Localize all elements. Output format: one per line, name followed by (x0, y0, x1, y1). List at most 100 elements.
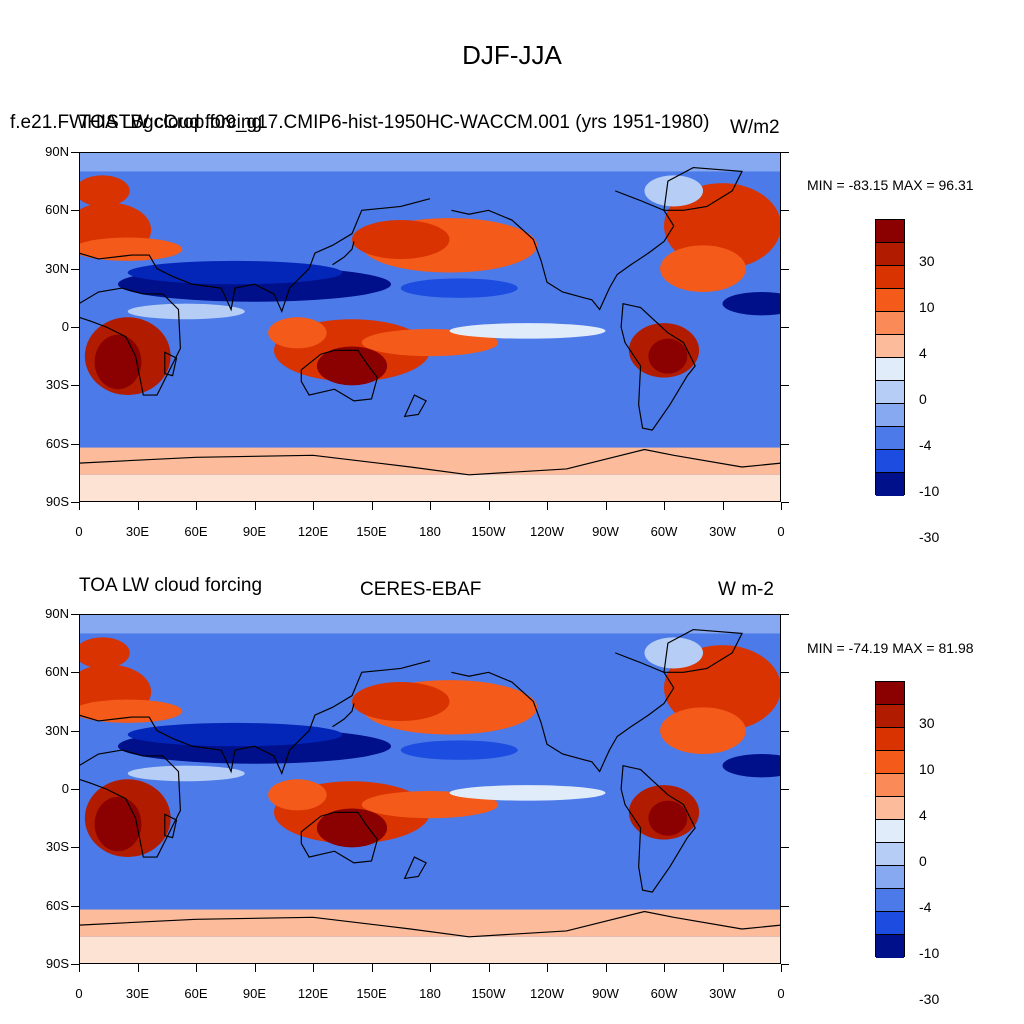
colorbar-label: 0 (919, 853, 927, 869)
colorbar-swatch (876, 289, 904, 312)
colorbar-label: -4 (919, 899, 932, 915)
min-max-label: MIN = -83.15 MAX = 96.31 (807, 177, 974, 193)
lon-tick-mark (254, 502, 256, 510)
lon-tick-label: 150E (356, 524, 387, 539)
lon-tick-label: 60W (650, 986, 678, 1001)
forcing-region (361, 328, 499, 357)
lat-tick-mark (781, 385, 789, 387)
lon-tick-label: 120E (297, 524, 329, 539)
forcing-region (79, 447, 781, 475)
coast-new-zealand (403, 394, 427, 418)
lon-tick-label: 60E (184, 986, 208, 1001)
forcing-region (79, 237, 183, 261)
lat-tick-label: 90S (45, 956, 69, 971)
colorbar-swatch (876, 450, 904, 473)
lon-tick-label: 120W (530, 524, 564, 539)
colorbar-swatch (876, 427, 904, 450)
forcing-region (660, 707, 746, 754)
lat-tick-label: 60S (45, 897, 69, 913)
lat-tick-mark (71, 152, 79, 153)
coast-south-america (620, 764, 696, 893)
lon-tick-mark (605, 964, 607, 972)
lon-tick-label: 120E (297, 986, 329, 1001)
forcing-regions (79, 152, 781, 502)
forcing-region (79, 408, 781, 440)
lon-tick-mark (781, 964, 782, 972)
colorbar-label: 10 (919, 299, 935, 315)
forcing-region (79, 175, 130, 207)
coast-greenland (663, 166, 743, 211)
lat-tick-mark (781, 847, 789, 849)
coast-antarctica (79, 448, 781, 476)
lon-tick-mark (79, 502, 80, 510)
colorbar-swatch (876, 404, 904, 427)
colorbar-swatch (876, 335, 904, 358)
lat-tick-label: 0 (61, 319, 69, 334)
forcing-region (94, 796, 142, 852)
panel-left-title: TOA LW cloud forcing (79, 575, 263, 596)
lon-tick-mark (137, 964, 139, 972)
coast-eurasia (79, 660, 431, 776)
lon-tick-label: 150E (356, 986, 387, 1001)
colorbar-swatch (876, 843, 904, 866)
colorbar-label: 0 (919, 391, 927, 407)
min-max-label: MIN = -74.19 MAX = 81.98 (807, 640, 974, 656)
lat-tick-mark (71, 905, 79, 907)
forcing-region (268, 317, 327, 349)
lat-tick-label: 90N (45, 606, 69, 621)
colorbar (875, 219, 905, 496)
colorbar-swatch (876, 682, 904, 705)
colorbar-swatch (876, 751, 904, 774)
coast-madagascar (164, 351, 178, 377)
lat-tick-mark (71, 327, 79, 328)
colorbar-swatch (876, 820, 904, 843)
forcing-region (79, 909, 781, 937)
lon-tick-mark (781, 502, 782, 510)
lon-tick-mark (313, 964, 314, 972)
lat-tick-mark (781, 614, 789, 615)
lon-tick-label: 90E (242, 986, 267, 1001)
lat-tick-mark (71, 210, 79, 212)
forcing-region (644, 175, 703, 207)
coast-australia (300, 811, 378, 864)
forcing-region (547, 660, 625, 684)
colorbar-swatch (876, 358, 904, 381)
lon-tick-mark (547, 964, 548, 972)
lon-tick-label: 0 (75, 524, 83, 539)
colorbar-label: -10 (919, 483, 940, 499)
lat-tick-mark (71, 502, 79, 503)
coast-greenland (663, 628, 743, 673)
lat-tick-mark (781, 789, 789, 790)
lat-tick-mark (71, 614, 79, 615)
lon-tick-mark (488, 502, 490, 510)
forcing-region (268, 779, 327, 811)
lon-tick-label: 180 (419, 986, 441, 1001)
forcing-region (79, 870, 781, 902)
lat-tick-label: 0 (61, 781, 69, 796)
lon-tick-mark (664, 964, 665, 972)
lon-tick-mark (547, 502, 548, 510)
colorbar-swatch (876, 381, 904, 404)
colorbar-label: 4 (919, 345, 927, 361)
forcing-region (316, 808, 388, 848)
forcing-region (79, 152, 781, 172)
lon-tick-mark (371, 502, 373, 510)
difference-map-obs (79, 614, 781, 964)
lat-tick-mark (781, 268, 789, 270)
colorbar-swatch (876, 935, 904, 958)
forcing-region (94, 334, 142, 390)
lat-tick-label: 90N (45, 144, 69, 159)
colorbar-swatch (876, 889, 904, 912)
lon-tick-mark (664, 502, 665, 510)
lon-tick-mark (254, 964, 256, 972)
panel-left-title: TOA LW cloud forcing (79, 112, 263, 133)
forcing-region (400, 278, 518, 298)
lat-tick-mark (71, 964, 79, 965)
colorbar-swatch (876, 705, 904, 728)
lat-tick-label: 30S (45, 377, 69, 393)
forcing-region (79, 637, 130, 669)
lat-tick-mark (71, 385, 79, 387)
lat-tick-label: 30N (45, 722, 69, 738)
lat-tick-mark (71, 672, 79, 674)
forcing-region (722, 754, 781, 778)
